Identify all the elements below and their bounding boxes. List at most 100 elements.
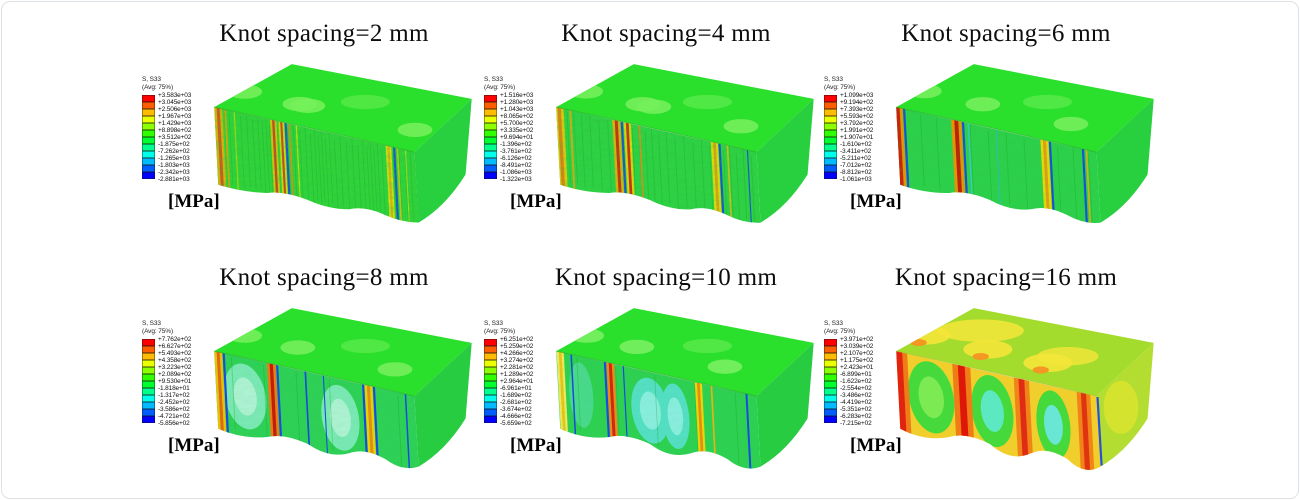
stress-legend: S, S33 (Avg: 75%) +6.251e+02 +5.259e+02 +4… [484,320,596,457]
panel-knot-spacing-2mm: Knot spacing=2 mm S, S33 (Avg: 75%) +3.5… [128,14,478,256]
contour-3d-block [556,308,814,469]
legend-color-swatch [824,95,837,102]
legend-tick: -6.283e+02 [840,413,872,420]
legend-tick: -3.411e+02 [840,148,872,155]
legend-color-swatch [824,172,837,179]
panel-knot-spacing-4mm: Knot spacing=4 mm S, S33 (Avg: 75%) +1.5… [470,14,820,256]
stress-contour-model [894,300,1164,490]
stress-contour-model [554,300,824,490]
legend-tick: +3.335e+02 [500,127,534,134]
panel-title: Knot spacing=8 mm [219,264,429,291]
legend-colorbar: +3.583e+03 +3.045e+03 +2.506e+03 +1.967e+03… [142,92,254,183]
unit-label: [MPa] [850,191,902,212]
legend-title: S, S33 [484,76,503,83]
legend-colorbar: +7.762e+02 +6.627e+02 +5.493e+02 +4.358e+02… [142,336,254,427]
legend-color-swatch [484,381,497,388]
panel-knot-spacing-6mm: Knot spacing=6 mm S, S33 (Avg: 75%) +1.0… [810,14,1160,256]
legend-tick: +3.045e+03 [158,99,192,106]
contour-3d-block [556,64,814,223]
legend-tick: -8.812e+02 [840,169,872,176]
legend-tick: -6.126e+02 [500,155,532,162]
legend-color-swatch [824,395,837,402]
legend-color-swatch [142,144,155,151]
legend-color-swatch [142,367,155,374]
legend-title: S, S33 [142,76,161,83]
legend-color-swatch [484,137,497,144]
legend-color-swatch [142,137,155,144]
legend-title: S, S33 [142,320,161,327]
legend-tick: +3.583e+03 [158,92,192,99]
legend-color-swatch [824,353,837,360]
legend-color-swatch [824,409,837,416]
legend-color-swatch [142,130,155,137]
legend-tick: -5.211e+02 [840,155,872,162]
legend-color-swatch [484,339,497,346]
legend-subtitle: (Avg: 75%) [484,84,516,91]
legend-color-swatch [824,109,837,116]
legend-color-swatch [484,116,497,123]
legend-tick: +1.516e+03 [500,92,534,99]
legend-color-swatch [142,165,155,172]
stress-contour-model [212,300,482,490]
legend-tick: +8.065e+02 [500,113,534,120]
legend-tick: +3.971e+02 [840,336,874,343]
legend-tick: +2.281e+02 [500,364,534,371]
legend-color-swatch [142,360,155,367]
legend-subtitle: (Avg: 75%) [142,84,174,91]
legend-color-swatch [142,409,155,416]
legend-tick: +6.627e+02 [158,343,192,350]
legend-tick: -1.803e+03 [158,162,190,169]
legend-color-swatch [824,102,837,109]
legend-tick: -1.322e+03 [500,176,532,183]
legend-tick: -6.899e+01 [840,371,872,378]
legend-tick: +8.898e+02 [158,127,192,134]
legend-tick: +9.530e+01 [158,378,192,385]
legend-color-swatch [824,123,837,130]
legend-color-swatch [484,416,497,423]
legend-color-swatch [142,151,155,158]
legend-tick: -7.215e+02 [840,420,872,427]
legend-color-swatch [142,339,155,346]
legend-tick: +2.964e+01 [500,378,534,385]
legend-tick: -7.262e+02 [158,148,190,155]
legend-subtitle: (Avg: 75%) [824,84,856,91]
legend-color-swatch [142,388,155,395]
legend-tick: -1.610e+02 [840,141,872,148]
panel-title: Knot spacing=4 mm [561,20,771,47]
legend-tick: -1.061e+03 [840,176,872,183]
stress-contour-model [894,56,1164,246]
legend-color-swatch [484,395,497,402]
legend-color-swatch [824,388,837,395]
legend-tick: -5.351e+02 [840,406,872,413]
legend-color-swatch [484,353,497,360]
stress-legend: S, S33 (Avg: 75%) +1.099e+03 +9.194e+02 +7… [824,76,936,213]
contour-3d-block [214,64,472,223]
legend-color-swatch [484,165,497,172]
legend-color-swatch [484,409,497,416]
legend-tick: +9.194e+02 [840,99,874,106]
legend-color-swatch [142,374,155,381]
legend-color-swatch [824,144,837,151]
legend-tick: -3.586e+02 [158,406,190,413]
legend-tick: +2.506e+03 [158,106,192,113]
legend-color-swatch [824,165,837,172]
legend-tick: +1.907e+01 [840,134,874,141]
legend-tick: +7.393e+02 [840,106,874,113]
legend-color-swatch [484,402,497,409]
panel-title: Knot spacing=10 mm [554,264,778,291]
legend-tick: -2.681e+02 [500,399,532,406]
legend-subtitle: (Avg: 75%) [484,328,516,335]
legend-tick: +5.593e+02 [840,113,874,120]
legend-subtitle: (Avg: 75%) [142,328,174,335]
legend-colorbar: +1.099e+03 +9.194e+02 +7.393e+02 +5.593e+02… [824,92,936,183]
legend-color-swatch [142,95,155,102]
legend-color-swatch [484,388,497,395]
legend-color-swatch [142,402,155,409]
legend-tick: +1.099e+03 [840,92,874,99]
legend-color-swatch [824,402,837,409]
legend-tick: -2.554e+02 [840,385,872,392]
panel-title: Knot spacing=16 mm [894,264,1118,291]
legend-tick: +3.039e+02 [840,343,874,350]
legend-tick: -1.818e+01 [158,385,190,392]
legend-tick: -5.856e+02 [158,420,190,427]
